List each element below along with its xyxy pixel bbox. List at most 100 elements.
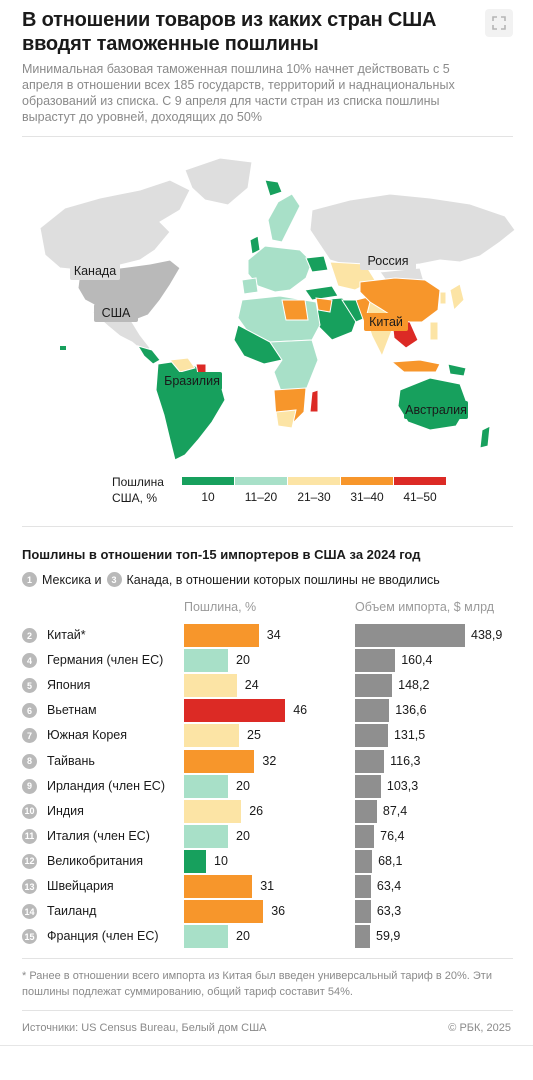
tariff-value-label: 34: [266, 628, 281, 642]
map-label-bg-canada: [70, 262, 120, 280]
legend-item-21-30: 21–30: [288, 477, 340, 504]
rank-badge: 3: [106, 572, 122, 587]
map-turkey: [304, 285, 339, 301]
import-value-label: 438,9: [471, 628, 503, 642]
map-spain: [241, 277, 259, 295]
import-value-label: 63,3: [376, 904, 402, 919]
chart-row: 15 Франция (член ЕС) 20 59,9: [22, 924, 522, 949]
tariff-bar: [184, 849, 206, 873]
import-value-label: 131,5: [393, 728, 426, 743]
map-label-bg-brazil: [162, 372, 222, 390]
import-bar: [355, 674, 393, 698]
map-canada: [39, 179, 191, 271]
subtitle: Минимальная базовая таможенная пошлина 1…: [22, 62, 455, 124]
map-central-africa: [269, 339, 319, 395]
world-map: Канада США Россия Китай Бразилия Австрал…: [39, 157, 516, 461]
import-bar: [355, 774, 381, 798]
country-label: Франция (член ЕС): [47, 929, 159, 944]
legend-title: Пошлина США, %: [112, 474, 182, 506]
tariff-value-label: 32: [262, 753, 277, 768]
tariff-bar: [184, 749, 255, 773]
divider: [22, 526, 513, 527]
map-europe: [247, 245, 313, 293]
import-bar: [355, 900, 371, 924]
map-russia: [309, 193, 516, 269]
tariff-bar: [184, 699, 286, 723]
legend-item-10: 10: [182, 477, 234, 504]
legend-swatch: [235, 477, 287, 485]
country-label: Германия (член ЕС): [47, 653, 164, 668]
tariff-bar: [184, 900, 264, 924]
tariff-bar: [184, 674, 237, 698]
map-uk: [249, 235, 261, 255]
rank-badge: 6: [22, 703, 37, 719]
tariff-value-label: 20: [236, 778, 250, 793]
country-label: Тайвань: [47, 753, 95, 768]
legend-item-11-20: 11–20: [235, 477, 287, 504]
legend-title-line2: США, %: [112, 491, 158, 505]
country-label: Швейцария: [47, 879, 114, 893]
note-text-1: Мексика и: [42, 572, 102, 587]
copyright: © РБК, 2025: [448, 1022, 511, 1034]
country-label: Южная Корея: [47, 728, 127, 743]
map-scandinavia: [267, 193, 301, 243]
map-legend: Пошлина США, % 10 11–20 21–30 31–40 41–5…: [112, 474, 446, 508]
chart-row: 12 Великобритания 10 68,1: [22, 849, 522, 874]
chart-row: 10 Индия 26 87,4: [22, 799, 522, 824]
import-value-label: 76,4: [380, 828, 405, 843]
map-label-bg-russia: [360, 252, 416, 270]
rank-badge: 8: [22, 753, 37, 769]
tariff-value-label: 25: [247, 728, 261, 743]
tariff-bar: [184, 724, 239, 748]
legend-label: 21–30: [297, 490, 331, 504]
import-bar: [355, 699, 390, 723]
rank-badge: 12: [22, 853, 37, 869]
chart-row: 7 Южная Корея 25 131,5: [22, 723, 522, 748]
map-greenland: [184, 157, 253, 206]
legend-label: 41–50: [403, 490, 437, 504]
rank-badge: 10: [22, 803, 37, 819]
rank-badge: 1: [22, 572, 37, 587]
map-korea: [439, 291, 447, 305]
map-label-bg-australia: [404, 401, 468, 419]
map-svalbard: [264, 179, 283, 197]
chart-row: 5 Япония 24 148,2: [22, 673, 522, 698]
country-label: Вьетнам: [47, 703, 97, 718]
tariff-value-label: 26: [249, 803, 264, 818]
note-text-2: Канада, в отношении которых пошлины не в…: [126, 572, 440, 587]
import-bar: [355, 824, 375, 848]
section-title: Пошлины в отношении топ-15 импортеров в …: [22, 547, 421, 562]
expand-button[interactable]: [485, 9, 513, 37]
map-label-australia: Австралия: [405, 403, 467, 417]
map-libya: [281, 299, 309, 321]
import-value-label: 136,6: [395, 703, 427, 718]
tariff-bar: [184, 824, 228, 848]
excluded-note: 1 Мексика и 3 Канада, в отношении которы…: [22, 572, 440, 587]
chart-row: 11 Италия (член ЕС) 20 76,4: [22, 824, 522, 849]
chart-row: 4 Германия (член ЕС) 20 160,4: [22, 648, 522, 673]
legend-swatch: [182, 477, 234, 485]
rank-badge: 2: [22, 628, 37, 643]
source: Источники: US Census Bureau, Белый дом С…: [22, 1022, 267, 1034]
import-value-label: 63,4: [376, 879, 402, 893]
import-value-label: 116,3: [390, 753, 421, 768]
import-value-label: 148,2: [398, 678, 430, 693]
map-indonesia: [390, 359, 441, 373]
tariff-value-label: 20: [236, 653, 250, 668]
import-bar: [355, 724, 388, 748]
tariff-bar: [184, 774, 228, 798]
infographic-card: В отношении товаров из каких стран США в…: [0, 9, 533, 1046]
map-south-africa: [275, 409, 297, 429]
map-philippines: [429, 321, 439, 341]
tariff-bar: [184, 875, 253, 898]
map-hawaii: [60, 346, 66, 350]
legend-title-line1: Пошлина: [112, 475, 164, 489]
divider: [22, 1010, 513, 1011]
map-china: [359, 277, 441, 323]
map-label-canada: Канада: [74, 264, 116, 278]
tariff-bar: [184, 624, 259, 647]
chart-row: 8 Тайвань 32 116,3: [22, 749, 522, 774]
page-title: В отношении товаров из каких стран США в…: [22, 9, 437, 55]
map-ukraine: [305, 255, 329, 273]
rank-badge: 13: [22, 879, 37, 894]
